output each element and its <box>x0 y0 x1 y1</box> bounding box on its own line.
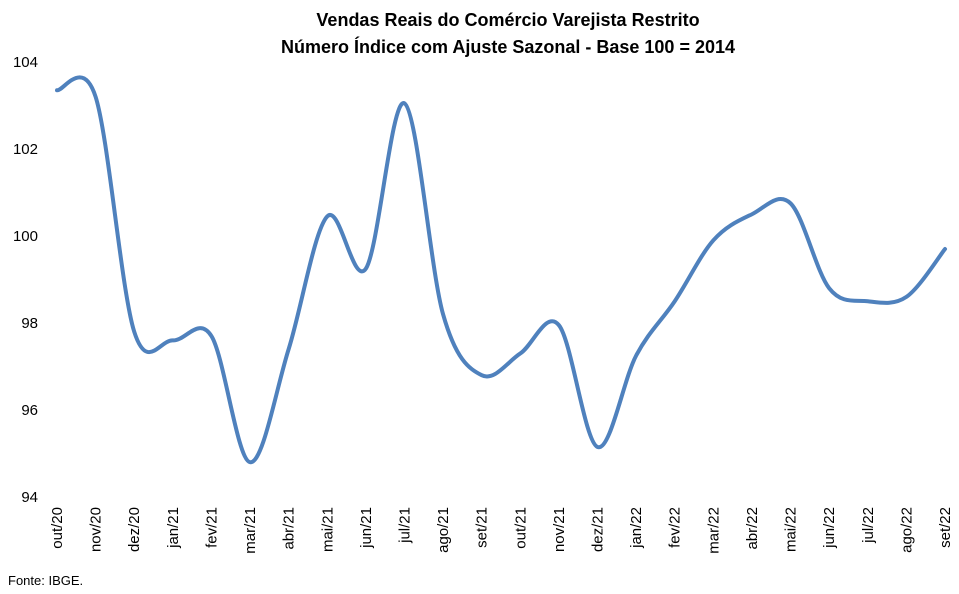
data-point <box>943 247 947 251</box>
y-tick-label: 102 <box>13 141 38 158</box>
data-point <box>750 212 754 216</box>
x-tick-label: mai/21 <box>319 507 336 552</box>
x-tick-label: jan/21 <box>165 507 182 549</box>
data-point <box>557 323 561 327</box>
data-point <box>287 347 291 351</box>
x-tick-label: abr/22 <box>744 507 761 550</box>
y-tick-label: 98 <box>21 315 38 332</box>
x-tick-label: jan/22 <box>628 507 645 549</box>
series-line <box>55 75 947 465</box>
x-tick-label: ago/22 <box>898 507 915 553</box>
y-axis: 94 96 98 100 102 104 <box>13 54 38 506</box>
source-note: Fonte: IBGE. <box>8 573 84 588</box>
chart-title: Vendas Reais do Comércio Varejista Restr… <box>316 10 699 30</box>
data-point <box>673 299 677 303</box>
data-point <box>711 238 715 242</box>
data-point <box>364 267 368 271</box>
x-tick-label: out/21 <box>512 507 529 549</box>
x-tick-label: jun/21 <box>358 507 375 549</box>
x-tick-label: ago/21 <box>435 507 452 553</box>
y-tick-label: 104 <box>13 54 38 71</box>
x-tick-label: mar/22 <box>705 507 722 554</box>
x-tick-label: nov/21 <box>551 507 568 552</box>
x-tick-label: set/22 <box>937 507 954 548</box>
data-point <box>789 201 793 205</box>
y-tick-label: 96 <box>21 402 38 419</box>
x-tick-label: dez/20 <box>126 507 143 552</box>
data-point <box>171 338 175 342</box>
data-point <box>441 312 445 316</box>
data-point <box>402 101 406 105</box>
data-point <box>480 373 484 377</box>
data-point <box>596 445 600 449</box>
data-point <box>248 460 252 464</box>
x-tick-label: mar/21 <box>242 507 259 554</box>
data-point <box>209 334 213 338</box>
x-tick-label: jul/22 <box>860 507 877 544</box>
data-point <box>132 330 136 334</box>
y-tick-label: 100 <box>13 228 38 245</box>
chart-subtitle: Número Índice com Ajuste Sazonal - Base … <box>281 36 735 57</box>
x-tick-label: nov/20 <box>88 507 105 552</box>
data-point <box>94 95 98 99</box>
x-tick-label: set/21 <box>474 507 491 548</box>
y-tick-label: 94 <box>21 489 38 506</box>
data-point <box>55 88 59 92</box>
data-point <box>827 286 831 290</box>
x-tick-label: dez/21 <box>590 507 607 552</box>
x-tick-label: abr/21 <box>281 507 298 550</box>
data-point <box>518 351 522 355</box>
data-point <box>904 295 908 299</box>
x-tick-label: fev/21 <box>203 507 220 548</box>
x-tick-label: jul/21 <box>396 507 413 544</box>
x-axis: out/20 nov/20 dez/20 jan/21 fev/21 mar/21 abr/… <box>49 507 954 554</box>
x-tick-label: mai/22 <box>783 507 800 552</box>
series-layer <box>55 75 947 465</box>
data-point <box>325 214 329 218</box>
x-tick-label: fev/22 <box>667 507 684 548</box>
x-tick-label: jun/22 <box>821 507 838 549</box>
data-point <box>634 354 638 358</box>
x-tick-label: out/20 <box>49 507 66 549</box>
data-point <box>866 299 870 303</box>
